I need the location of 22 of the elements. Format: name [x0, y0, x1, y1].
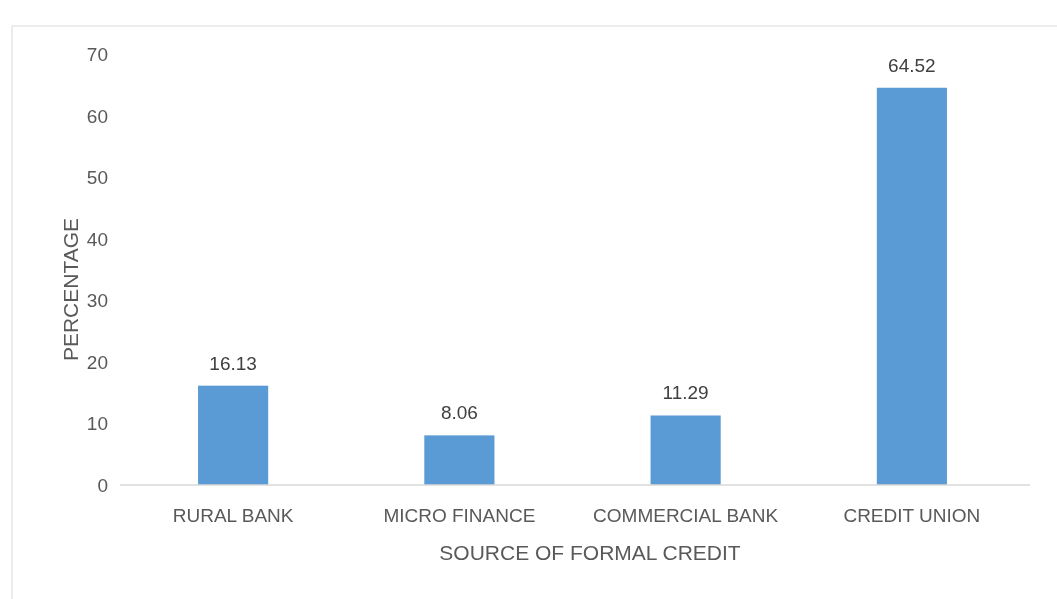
y-tick-label: 10	[86, 413, 108, 435]
x-tick-label: COMMERCIAL BANK	[593, 505, 779, 526]
x-tick-label: MICRO FINANCE	[383, 505, 536, 526]
data-label: 8.06	[440, 402, 478, 424]
bar	[876, 87, 947, 485]
y-tick-label: 30	[86, 290, 108, 312]
data-label: 11.29	[662, 382, 709, 404]
y-tick-label: 70	[86, 44, 108, 65]
x-tick-label: RURAL BANK	[172, 505, 294, 526]
data-label: 64.52	[888, 54, 936, 76]
bar	[424, 435, 495, 485]
bar	[198, 385, 269, 485]
bar	[650, 415, 721, 485]
y-tick-label: 60	[86, 105, 108, 127]
x-axis-title: SOURCE OF FORMAL CREDIT	[439, 541, 741, 564]
y-tick-label: 0	[97, 475, 108, 496]
y-axis-title: PERCENTAGE	[59, 217, 82, 362]
x-tick-label: CREDIT UNION	[843, 505, 981, 526]
data-label: 16.13	[209, 352, 257, 374]
y-tick-label: 50	[86, 167, 108, 189]
y-tick-label: 40	[86, 228, 108, 250]
y-tick-label: 20	[86, 351, 108, 373]
